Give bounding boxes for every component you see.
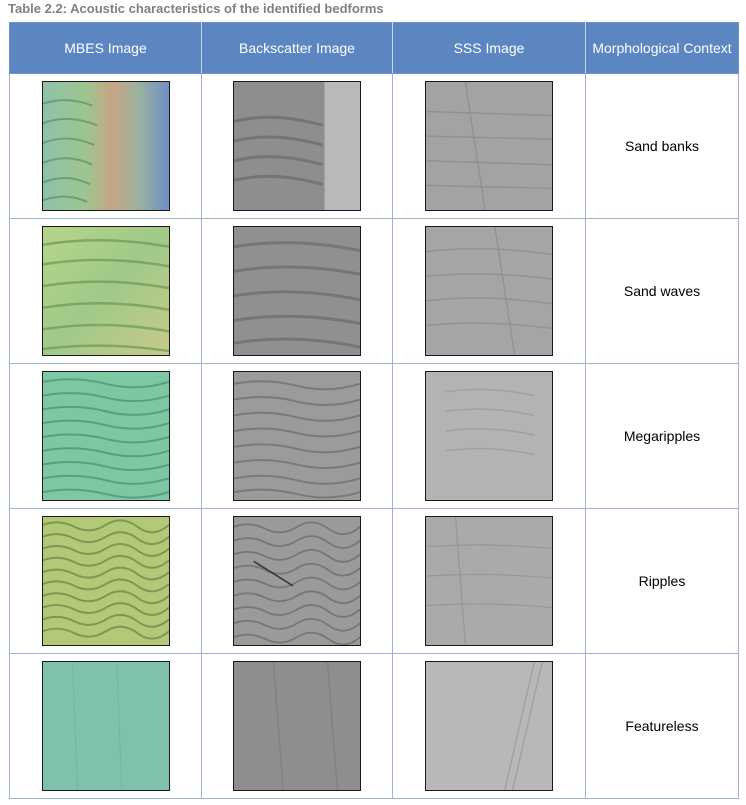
table-row: Megaripples [9, 363, 739, 509]
mbes-image-ripples [41, 516, 170, 646]
header-row: MBES Image Backscatter Image SSS Image M… [9, 22, 739, 74]
header-morphological-context: Morphological Context [585, 22, 739, 74]
mbes-cell [9, 653, 202, 799]
table-row: Featureless [9, 653, 739, 799]
bedforms-table: MBES Image Backscatter Image SSS Image M… [9, 22, 739, 799]
backscatter-cell [201, 653, 393, 799]
backscatter-cell [201, 363, 393, 509]
header-backscatter-image: Backscatter Image [201, 22, 393, 74]
table-row: Sand waves [9, 218, 739, 364]
sss-cell [392, 508, 586, 654]
mbes-cell [9, 218, 202, 364]
sss-image-megaripples [425, 371, 553, 501]
sss-image-featureless [425, 661, 553, 791]
backscatter-image-sand-waves [233, 226, 361, 356]
sss-image-sand-waves [425, 226, 553, 356]
context-cell: Ripples [585, 508, 739, 654]
mbes-cell [9, 73, 202, 219]
header-mbes-image: MBES Image [9, 22, 202, 74]
context-cell: Sand banks [585, 73, 739, 219]
mbes-cell [9, 363, 202, 509]
sss-cell [392, 363, 586, 509]
context-cell: Featureless [585, 653, 739, 799]
backscatter-image-megaripples [233, 371, 361, 501]
sss-image-ripples [425, 516, 553, 646]
backscatter-image-ripples [233, 516, 361, 646]
sss-cell [392, 218, 586, 364]
backscatter-image-featureless [233, 661, 361, 791]
sss-cell [392, 73, 586, 219]
table-row: Sand banks [9, 73, 739, 219]
sss-cell [392, 653, 586, 799]
mbes-image-featureless [41, 661, 170, 791]
table-row: Ripples [9, 508, 739, 654]
context-cell: Megaripples [585, 363, 739, 509]
backscatter-cell [201, 73, 393, 219]
backscatter-image-sand-banks [233, 81, 361, 211]
sss-image-sand-banks [425, 81, 553, 211]
table-caption: Table 2.2: Acoustic characteristics of t… [8, 1, 384, 16]
mbes-image-sand-waves [41, 226, 170, 356]
header-sss-image: SSS Image [392, 22, 586, 74]
backscatter-cell [201, 218, 393, 364]
mbes-cell [9, 508, 202, 654]
mbes-image-sand-banks [41, 81, 170, 211]
mbes-image-megaripples [41, 371, 170, 501]
context-cell: Sand waves [585, 218, 739, 364]
backscatter-cell [201, 508, 393, 654]
